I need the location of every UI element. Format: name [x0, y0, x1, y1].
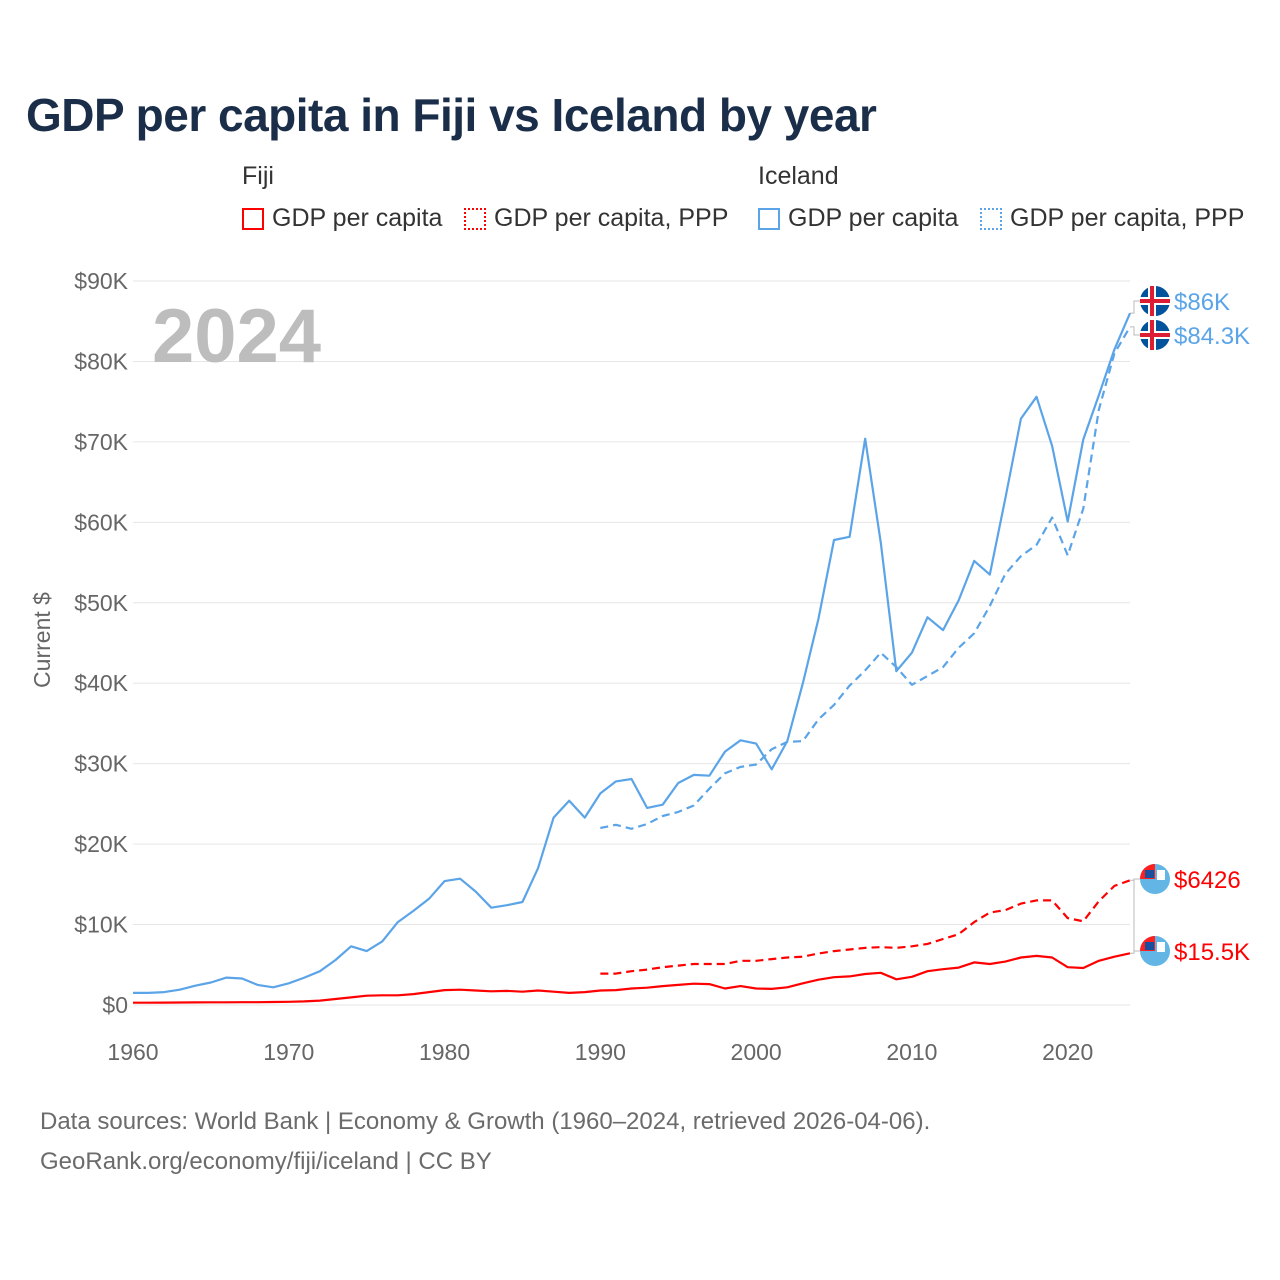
legend-fiji-gdp-ppp[interactable]: GDP per capita, PPP [464, 204, 728, 233]
end-value-label: $15.5K [1174, 939, 1250, 966]
end-value-label: $86K [1174, 289, 1230, 316]
legend-swatch [758, 207, 780, 230]
y-tick-label: $90K [74, 268, 128, 294]
iceland-flag-icon [1140, 286, 1170, 316]
legend-label: GDP per capita, PPP [1010, 204, 1245, 232]
x-tick-label: 2020 [1042, 1039, 1093, 1065]
legend-group-iceland: Iceland [758, 162, 839, 190]
y-tick-label: $70K [74, 429, 128, 455]
series-line-fiji-gdp-per-capita [133, 952, 1131, 1004]
chart-title: GDP per capita in Fiji vs Iceland by yea… [26, 89, 877, 141]
legend-swatch [464, 207, 486, 230]
end-value-label: $84.3K [1174, 323, 1250, 350]
iceland-flag-icon [1140, 320, 1170, 350]
x-tick-label: 1970 [263, 1039, 314, 1065]
legend-group-fiji: Fiji [242, 162, 274, 190]
y-tick-label: $30K [74, 751, 128, 777]
y-tick-label: $20K [74, 831, 128, 857]
y-tick-label: $80K [74, 348, 128, 374]
x-tick-label: 1980 [419, 1039, 470, 1065]
legend-iceland-gdp[interactable]: GDP per capita [758, 204, 958, 233]
legend-fiji-gdp[interactable]: GDP per capita [242, 204, 442, 233]
y-tick-label: $60K [74, 509, 128, 535]
legend-label: GDP per capita [788, 204, 959, 232]
y-tick-label: $10K [74, 912, 128, 938]
legend-swatch [242, 207, 264, 230]
current-year-label: 2024 [152, 294, 321, 379]
x-tick-label: 1990 [575, 1039, 626, 1065]
series-line-iceland-gdp-per-capita-ppp [600, 326, 1131, 830]
end-value-label: $6426 [1174, 867, 1241, 894]
x-tick-label: 1960 [107, 1039, 158, 1065]
y-axis-label: Current $ [29, 592, 55, 688]
end-connector [1130, 326, 1140, 336]
legend-iceland-gdp-ppp[interactable]: GDP per capita, PPP [980, 204, 1244, 233]
y-tick-label: $40K [74, 670, 128, 696]
x-tick-label: 2010 [886, 1039, 937, 1065]
y-tick-label: $0 [102, 992, 128, 1018]
x-tick-label: 2000 [731, 1039, 782, 1065]
fiji-flag-icon [1140, 864, 1170, 894]
legend-label: GDP per capita [272, 204, 443, 232]
fiji-flag-icon [1140, 936, 1170, 966]
series-line-fiji-gdp-per-capita-ppp [600, 879, 1131, 975]
series-line-iceland-gdp-per-capita [133, 312, 1132, 995]
end-connector [1130, 300, 1140, 314]
legend-label: GDP per capita, PPP [494, 204, 729, 232]
footer-attribution: GeoRank.org/economy/fiji/iceland | CC BY [40, 1148, 492, 1175]
y-tick-label: $50K [74, 590, 128, 616]
footer-sources: Data sources: World Bank | Economy & Gro… [40, 1108, 931, 1135]
legend-swatch [980, 207, 1002, 230]
end-connector [1130, 879, 1140, 952]
end-connector [1130, 878, 1140, 954]
